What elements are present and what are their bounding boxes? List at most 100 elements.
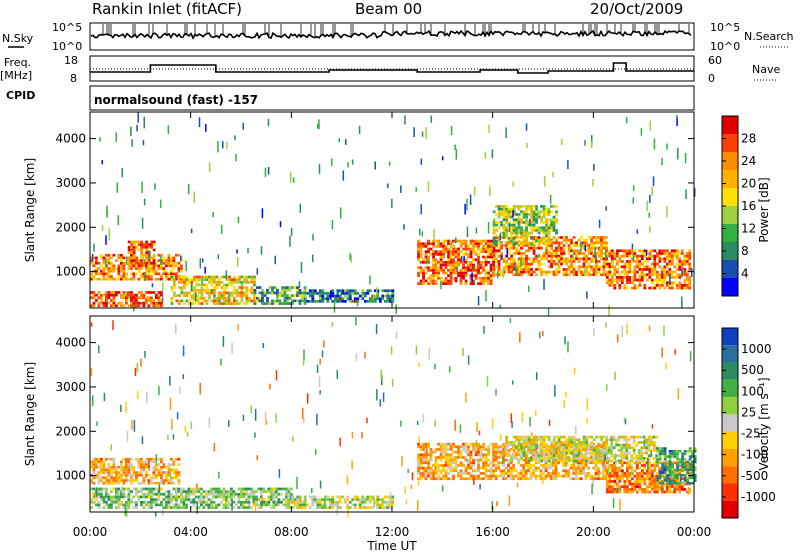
echo-cell [291,299,294,303]
echo-cell [90,275,93,278]
echo-cell [454,247,458,251]
echo-cell [582,464,585,467]
echo-cell [532,252,536,255]
echo-cell [127,264,131,268]
echo-cell [570,443,574,447]
echo-cell [91,253,94,262]
echo-cell [127,492,131,496]
echo-cell [271,299,274,303]
echo-cell [587,435,591,439]
echo-cell [547,435,551,439]
echo-cell [152,487,156,491]
echo-cell [489,274,493,277]
echo-cell [165,503,168,507]
echo-cell [391,292,395,295]
echo-cell [479,450,483,454]
echo-cell [313,498,317,501]
echo-cell [645,457,649,460]
echo-cell [130,240,134,244]
echo-cell [673,270,677,274]
echo-cell [645,249,648,256]
echo-cell [522,464,525,467]
echo-cell [515,218,518,222]
echo-cell [92,293,96,297]
echo-cell [507,443,511,447]
echo-cell [590,273,593,277]
echo-cell [577,459,581,463]
echo-cell [120,264,123,268]
echo-cell [542,215,546,219]
echo-cell [582,241,586,245]
echo-cell [424,442,428,446]
echo-cell [256,299,259,303]
echo-cell [658,469,662,473]
echo-cell [655,254,659,258]
echo-cell [252,495,256,499]
echo-cell [202,498,206,501]
echo-cell [170,299,174,303]
echo-cell [180,288,184,292]
echo-cell [172,463,176,466]
echo-cell [291,294,294,297]
echo-cell [328,498,332,501]
echo-cell [685,278,689,282]
echo-cell [613,482,617,486]
echo-cell [449,453,453,457]
echo-cell [510,443,514,447]
echo-cell [477,266,480,269]
echo-cell [172,495,176,499]
echo-cell [339,207,342,219]
echo-cell [321,498,325,501]
echo-cell [285,503,288,507]
echo-cell [147,468,151,472]
echo-cell [93,243,95,252]
echo-cell [469,268,473,272]
echo-cell [464,242,468,246]
echo-cell [507,270,511,274]
echo-cell [122,479,126,482]
echo-cell [457,239,460,243]
echo-cell [608,474,612,478]
echo-cell [172,476,176,480]
echo-cell [564,464,568,467]
echo-cell [651,186,653,196]
echo-cell [147,487,151,491]
echo-cell [127,460,131,464]
echo-cell [152,299,156,302]
echo-cell [432,239,435,243]
echo-cell [512,210,514,218]
echo-cell [477,263,480,267]
echo-cell [499,456,503,459]
echo-cell [474,268,478,272]
echo-cell [487,458,490,462]
noise-line [90,29,692,40]
echo-cell [590,141,593,149]
echo-cell [223,288,226,292]
echo-cell [267,495,271,499]
echo-cell [550,223,553,227]
echo-cell [454,450,458,454]
echo-cell [582,469,585,473]
echo-cell [97,304,101,308]
echo-cell [512,469,515,473]
echo-cell [650,477,654,481]
echo-cell [620,443,624,447]
echo-cell [308,292,312,295]
echo-cell [368,498,372,501]
echo-cell [437,276,440,280]
echo-cell [600,257,603,261]
echo-cell [142,245,146,249]
echo-cell [550,252,553,255]
echo-cell [454,253,458,256]
echo-cell [232,490,236,493]
echo-cell [582,472,585,475]
echo-cell [564,461,568,465]
echo-cell [625,457,629,460]
echo-cell [527,449,531,452]
echo-cell [157,473,161,477]
echo-cell [115,490,118,493]
echo-cell [572,477,575,481]
echo-cell [437,474,440,478]
echo-cell [574,477,578,481]
echo-cell [683,260,687,263]
